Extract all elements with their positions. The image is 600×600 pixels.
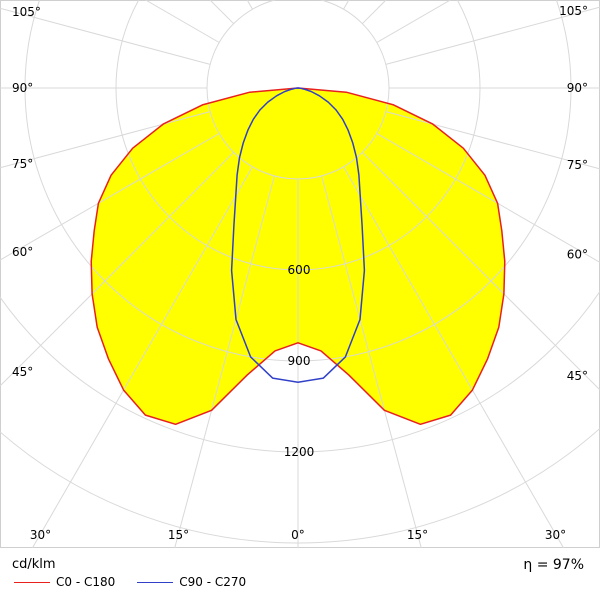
- grid-spoke-60: [376, 133, 600, 263]
- grid-spoke-30: [343, 166, 565, 548]
- series-line-c0: [90, 87, 506, 426]
- radial-tick-label-600: 600: [288, 263, 311, 277]
- angle-label-right-75: 75°: [567, 158, 588, 172]
- angle-label-left-105: 105°: [12, 5, 41, 19]
- angle-label-right-90: 90°: [567, 81, 588, 95]
- angle-label-left-45: 45°: [12, 365, 33, 379]
- grid-spoke-225: [209, 0, 235, 25]
- legend: C0 - C180 C90 - C270: [14, 575, 268, 589]
- legend-item-c0: C0 - C180: [14, 575, 115, 589]
- grid-spoke-105: [385, 6, 600, 65]
- grid-spoke-75: [385, 111, 600, 170]
- angle-label-bottom-4: 30°: [545, 528, 566, 542]
- grid-spoke-315: [0, 151, 235, 387]
- chart-footer: cd/klm η = 97% C0 - C180 C90 - C270: [0, 548, 600, 600]
- legend-swatch-c0: [14, 581, 50, 583]
- grid-spoke-330: [31, 166, 253, 548]
- angle-label-right-105: 105°: [559, 4, 588, 18]
- series-line-c90: [230, 87, 366, 383]
- efficiency-label: η = 97%: [523, 557, 584, 573]
- polar-chart: 600 900 1200 105° 90° 75° 60° 45° 105° 90° 75° 60° 4…: [0, 0, 600, 548]
- angle-label-right-60: 60°: [567, 247, 588, 261]
- grid-spoke-135: [361, 0, 387, 25]
- legend-label-c0: C0 - C180: [56, 575, 116, 589]
- angle-label-bottom-0: 30°: [30, 528, 51, 542]
- grid-spoke-150: [343, 0, 350, 10]
- unit-label: cd/klm: [12, 557, 56, 572]
- radial-tick-label-900: 900: [288, 354, 311, 368]
- angle-label-left-60: 60°: [12, 245, 33, 259]
- angle-label-left-90: 90°: [12, 81, 33, 95]
- grid-spoke-255: [0, 7, 211, 65]
- grid-spoke-45: [361, 151, 600, 391]
- legend-swatch-c90: [137, 581, 174, 583]
- grid-spoke-240: [145, 0, 220, 43]
- grid-spoke-15: [321, 175, 422, 548]
- grid-spoke-285: [0, 111, 211, 169]
- angle-label-bottom-3: 15°: [407, 528, 428, 542]
- angle-label-left-75: 75°: [12, 157, 33, 171]
- grid-spoke-120: [376, 0, 451, 43]
- grid-spoke-210: [246, 0, 253, 10]
- radial-tick-label-1200: 1200: [284, 445, 315, 459]
- legend-label-c90: C90 - C270: [179, 575, 247, 589]
- legend-item-c90: C90 - C270: [137, 575, 246, 589]
- grid-spoke-300: [0, 133, 220, 261]
- angle-label-bottom-1: 15°: [168, 528, 189, 542]
- angle-label-bottom-2: 0°: [291, 528, 305, 542]
- grid-spoke-345: [174, 175, 275, 548]
- angle-label-right-45: 45°: [567, 369, 588, 383]
